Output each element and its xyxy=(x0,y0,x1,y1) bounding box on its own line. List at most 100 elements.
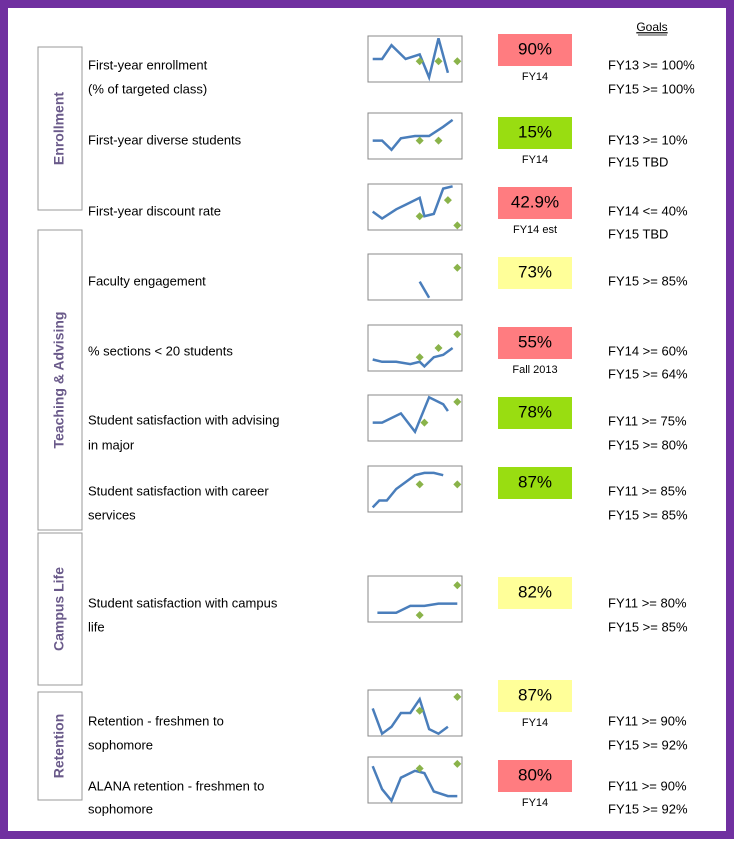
goal: FY14 <= 40% xyxy=(608,203,688,218)
sparkline xyxy=(418,280,431,299)
value-box xyxy=(498,117,572,149)
sparkline-target xyxy=(415,136,424,145)
metric-label: Student satisfaction with career xyxy=(88,483,269,498)
goal: FY15 >= 92% xyxy=(608,801,688,816)
sparkline-box xyxy=(367,35,463,83)
metric-label: services xyxy=(88,507,136,522)
sparkline-target xyxy=(434,344,443,352)
goals-title: Goals xyxy=(636,20,667,34)
sparkline-target xyxy=(453,221,462,230)
metric-label: ALANA retention - freshmen to xyxy=(88,778,264,793)
sparkline-target xyxy=(443,196,452,205)
sparkline-target xyxy=(453,581,462,590)
metric-label: Retention - freshmen to xyxy=(88,713,224,728)
sparkline-target xyxy=(415,57,424,66)
sparkline-target xyxy=(453,57,462,66)
goal: FY15 >= 85% xyxy=(608,273,688,288)
metric-label: (% of targeted class) xyxy=(88,81,207,96)
value-box xyxy=(498,397,572,429)
value-box xyxy=(498,34,572,66)
metric-value: 78% xyxy=(518,402,552,421)
sparkline xyxy=(372,118,454,152)
metric-value: 80% xyxy=(518,765,552,784)
sparkline-box xyxy=(367,689,463,737)
sparkline-target xyxy=(420,418,429,427)
metric-value: 90% xyxy=(518,39,552,58)
goal: FY15 TBD xyxy=(608,226,668,241)
metric-value: 73% xyxy=(518,262,552,281)
metric-period: FY14 xyxy=(522,797,548,809)
sparkline-target xyxy=(434,57,443,66)
sparkline xyxy=(371,696,449,736)
sparkline-target xyxy=(415,764,424,773)
metric-label: Student satisfaction with campus xyxy=(88,595,278,610)
metric-label: Faculty engagement xyxy=(88,273,206,288)
metric-period: FY14 xyxy=(522,717,548,729)
goal: FY15 >= 92% xyxy=(608,737,688,752)
sparkline-target xyxy=(415,212,424,221)
sparkline-box xyxy=(367,575,463,623)
metric-label: Student satisfaction with advising xyxy=(88,412,280,427)
goal: FY11 >= 90% xyxy=(608,778,687,793)
sparkline-target xyxy=(453,759,462,768)
goal: FY15 TBD xyxy=(608,154,668,169)
sparkline-box xyxy=(367,253,463,301)
value-box xyxy=(498,680,572,712)
section-label: Campus Life xyxy=(51,567,67,651)
sparkline-target xyxy=(453,263,462,272)
sparkline-target xyxy=(453,480,462,489)
sparkline-target xyxy=(415,706,424,715)
sparkline xyxy=(377,602,458,615)
value-box xyxy=(498,760,572,792)
value-box xyxy=(498,187,572,219)
sparkline xyxy=(371,765,458,804)
metric-period: Fall 2013 xyxy=(512,364,557,376)
sparkline xyxy=(372,346,454,369)
metric-value: 15% xyxy=(518,122,552,141)
metric-label: First-year enrollment xyxy=(88,57,208,72)
metric-label: in major xyxy=(88,437,135,452)
goal: FY15 >= 80% xyxy=(608,437,688,452)
metric-value: 87% xyxy=(518,472,552,491)
section-tab xyxy=(37,46,83,211)
goal: FY13 >= 10% xyxy=(608,132,688,147)
value-box xyxy=(498,327,572,359)
section-label: Retention xyxy=(51,714,67,779)
metric-period: FY14 xyxy=(522,71,548,83)
sparkline-target xyxy=(453,330,462,339)
sparkline xyxy=(372,37,450,82)
goal: FY11 >= 75% xyxy=(608,413,687,428)
metric-period: FY14 est xyxy=(513,224,557,236)
goal: FY11 >= 85% xyxy=(608,483,687,498)
metric-value: 82% xyxy=(518,582,552,601)
sparkline-target xyxy=(415,353,424,362)
metric-label: life xyxy=(88,619,105,634)
sparkline-target xyxy=(415,480,424,489)
goal: FY15 >= 100% xyxy=(608,81,695,96)
goal: FY15 >= 85% xyxy=(608,507,688,522)
goal: FY15 >= 64% xyxy=(608,366,688,381)
sparkline-box xyxy=(367,324,463,372)
section-tab xyxy=(37,229,83,531)
goal: FY15 >= 85% xyxy=(608,619,688,634)
sparkline xyxy=(371,185,453,221)
sparkline-box xyxy=(367,183,463,231)
sparkline-target xyxy=(453,692,462,701)
metric-label: % sections < 20 students xyxy=(88,343,233,358)
sparkline-target xyxy=(453,397,462,406)
sparkline-target xyxy=(434,136,443,145)
sparkline-target xyxy=(415,611,424,620)
goal: FY14 >= 60% xyxy=(608,343,688,358)
sparkline xyxy=(371,471,444,509)
metric-label: sophomore xyxy=(88,737,153,752)
section-label: Enrollment xyxy=(51,92,67,165)
metric-value: 42.9% xyxy=(511,192,559,211)
metric-period: FY14 xyxy=(522,154,548,166)
metric-value: 55% xyxy=(518,332,552,351)
metric-value: 87% xyxy=(518,685,552,704)
section-tab xyxy=(37,691,83,801)
metric-label: First-year discount rate xyxy=(88,203,221,218)
section-tab xyxy=(37,532,83,686)
metric-label: sophomore xyxy=(88,801,153,816)
